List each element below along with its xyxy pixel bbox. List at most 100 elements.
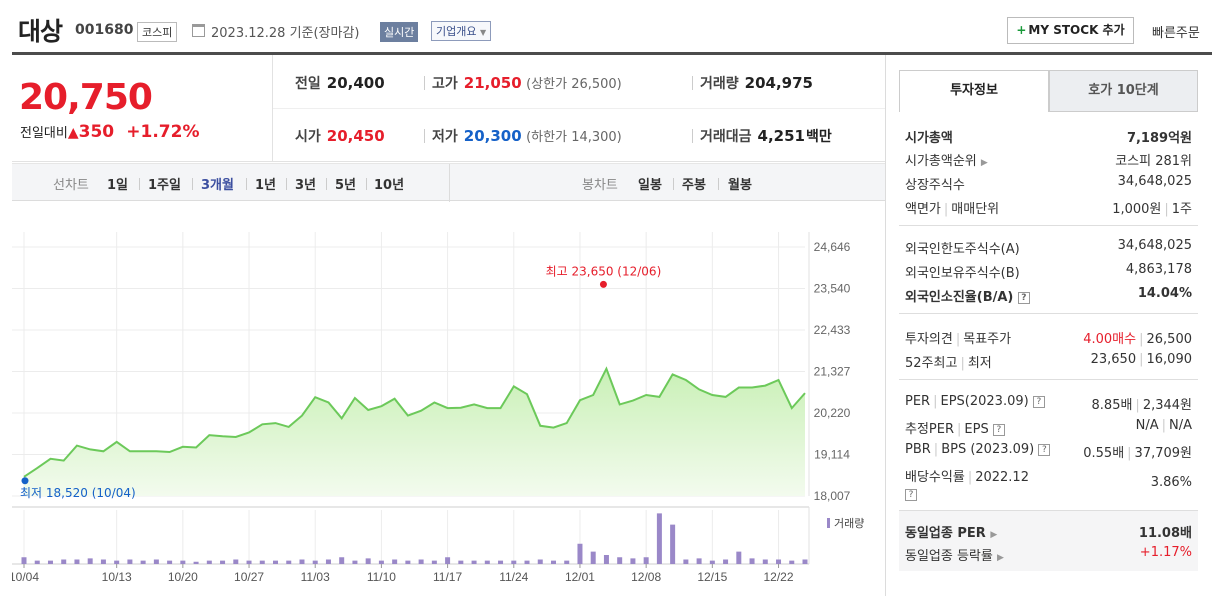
est-eps-label: EPS [964, 422, 989, 437]
period-1w[interactable]: 1주일 [148, 178, 181, 193]
foreign-ratio-label: 외국인소진율(B/A) [905, 290, 1014, 305]
group-divider [899, 313, 1198, 314]
realtime-button[interactable]: 실시간 [380, 22, 419, 42]
cell-separator [692, 76, 693, 90]
x-tick-label: 12/01 [565, 570, 595, 584]
market-cap-label: 시가총액 [905, 131, 953, 146]
volume-bar [484, 560, 490, 564]
candle-daily[interactable]: 일봉 [638, 178, 662, 193]
bps-label: BPS (2023.09) [941, 442, 1035, 457]
help-icon[interactable]: ? [1038, 443, 1051, 456]
my-stock-button[interactable]: + MY STOCK 추가 [1007, 17, 1134, 44]
quick-order-link[interactable]: 빠른주문 [1152, 26, 1200, 41]
dividend-year: 2022.12 [975, 470, 1029, 485]
low-annotation: 최저 18,520 (10/04) [20, 486, 136, 500]
price-chart[interactable]: 24,646 23,540 22,433 21,327 20,220 19,114 18,0… [12, 202, 885, 596]
x-tick-label: 10/20 [168, 570, 198, 584]
volume-bar [114, 560, 120, 564]
volume-bar [153, 559, 159, 564]
industry-change-row[interactable]: 동일업종 등락률 ▶ +1.17% [905, 542, 1192, 564]
stock-name: 대상 [18, 17, 63, 46]
period-3m[interactable]: 3개월 [201, 178, 234, 193]
y-tick-label: 22,433 [814, 323, 851, 337]
industry-per-row[interactable]: 동일업종 PER ▶ 11.08배 [905, 519, 1192, 541]
open-label: 시가 [295, 129, 321, 145]
volume-legend: 거래량 [834, 517, 864, 530]
est-per-value: N/A [1135, 418, 1159, 433]
high-value: 21,050 [463, 74, 522, 92]
help-icon[interactable]: ? [1017, 291, 1030, 304]
volume-bar [550, 560, 556, 564]
cell-separator [424, 76, 425, 90]
y-tick-label: 18,007 [814, 489, 851, 503]
volume-bar [564, 560, 570, 564]
current-price: 20,750 [19, 77, 153, 118]
cell-separator [424, 129, 425, 143]
volume-bar [458, 560, 464, 564]
volume-bar [259, 560, 265, 564]
volume-legend-swatch [827, 518, 830, 528]
bps-value: 37,709원 [1134, 446, 1192, 461]
candle-weekly[interactable]: 주봉 [682, 178, 706, 193]
foreign-ratio-row: 외국인소진율(B/A) ? 14.04% [905, 283, 1192, 305]
help-icon[interactable]: ? [905, 489, 917, 501]
volume-bar [127, 559, 133, 564]
volume-bar [723, 559, 729, 564]
price-change: 전일대비▲350 +1.72% [20, 122, 200, 142]
group-divider [899, 379, 1198, 380]
est-per-row: 추정PER | EPS ? N/A | N/A [905, 418, 1192, 437]
volume-bar [577, 543, 583, 564]
industry-section [899, 511, 1198, 571]
industry-per-label: 동일업종 PER [905, 526, 986, 541]
tab-order-book[interactable]: 호가 10단계 [1049, 70, 1198, 112]
pbr-value: 0.55배 [1083, 446, 1125, 461]
week52-high-label: 52주최고 [905, 356, 958, 371]
period-10y[interactable]: 10년 [374, 178, 405, 193]
volume-value: 204,975 [744, 74, 813, 92]
listed-shares-value: 34,648,025 [1117, 174, 1192, 189]
volume-bar [392, 559, 398, 564]
volume-bar [802, 559, 808, 564]
company-overview-dropdown[interactable]: 기업개요 ▼ [431, 21, 492, 41]
summary-divider [272, 55, 273, 162]
volume-bar [670, 524, 676, 564]
week52-high-value: 23,650 [1090, 352, 1137, 367]
est-eps-value: N/A [1169, 418, 1192, 433]
high-price: 고가 21,050 (상한가 26,500) [432, 73, 622, 93]
target-price-label: 목표주가 [963, 332, 1012, 347]
period-3y[interactable]: 3년 [295, 178, 317, 193]
period-5y[interactable]: 5년 [335, 178, 357, 193]
prev-close-label: 전일 [295, 76, 321, 92]
volume-bar [286, 560, 292, 564]
volume-bar [736, 551, 742, 564]
period-1y[interactable]: 1년 [255, 178, 277, 193]
open-price: 시가 20,450 [295, 126, 385, 146]
tab-investment-info[interactable]: 투자정보 [899, 70, 1049, 112]
help-icon[interactable]: ? [992, 423, 1005, 436]
company-overview-label: 기업개요 [436, 25, 477, 38]
volume-bar [233, 559, 239, 564]
foreign-held-row: 외국인보유주식수(B) 4,863,178 [905, 259, 1192, 281]
volume-bar [299, 559, 305, 564]
date-text: 2023.12.28 기준(장마감) [211, 26, 360, 41]
low-marker [21, 477, 29, 485]
market-cap-rank-row[interactable]: 시가총액순위 ▶ 코스피 281위 [905, 147, 1192, 169]
upper-limit: (상한가 26,500) [526, 77, 622, 92]
stock-header: 대상 001680 코스피 2023.12.28 기준(장마감) 실시간 기업개… [0, 0, 1225, 54]
y-tick-label: 19,114 [814, 448, 850, 462]
amount-value: 4,251 [757, 127, 805, 145]
volume-bar [100, 559, 106, 564]
volume-bar [193, 561, 199, 564]
par-value-value: 1,000원 [1112, 202, 1162, 217]
volume-label: 거래량 [700, 76, 739, 92]
week52-low-label: 최저 [967, 356, 992, 371]
help-icon[interactable]: ? [1032, 395, 1045, 408]
chevron-right-icon: ▶ [980, 158, 988, 168]
change-percent: +1.72% [126, 122, 200, 142]
candle-monthly[interactable]: 월봉 [728, 178, 752, 193]
period-1d[interactable]: 1일 [107, 178, 129, 193]
market-cap-rank-label: 시가총액순위 [905, 154, 977, 169]
high-label: 고가 [432, 76, 458, 92]
price-summary: 20,750 전일대비▲350 +1.72% 전일 20,400 고가 21,050… [12, 55, 885, 162]
dividend-label: 배당수익률 [905, 470, 965, 485]
